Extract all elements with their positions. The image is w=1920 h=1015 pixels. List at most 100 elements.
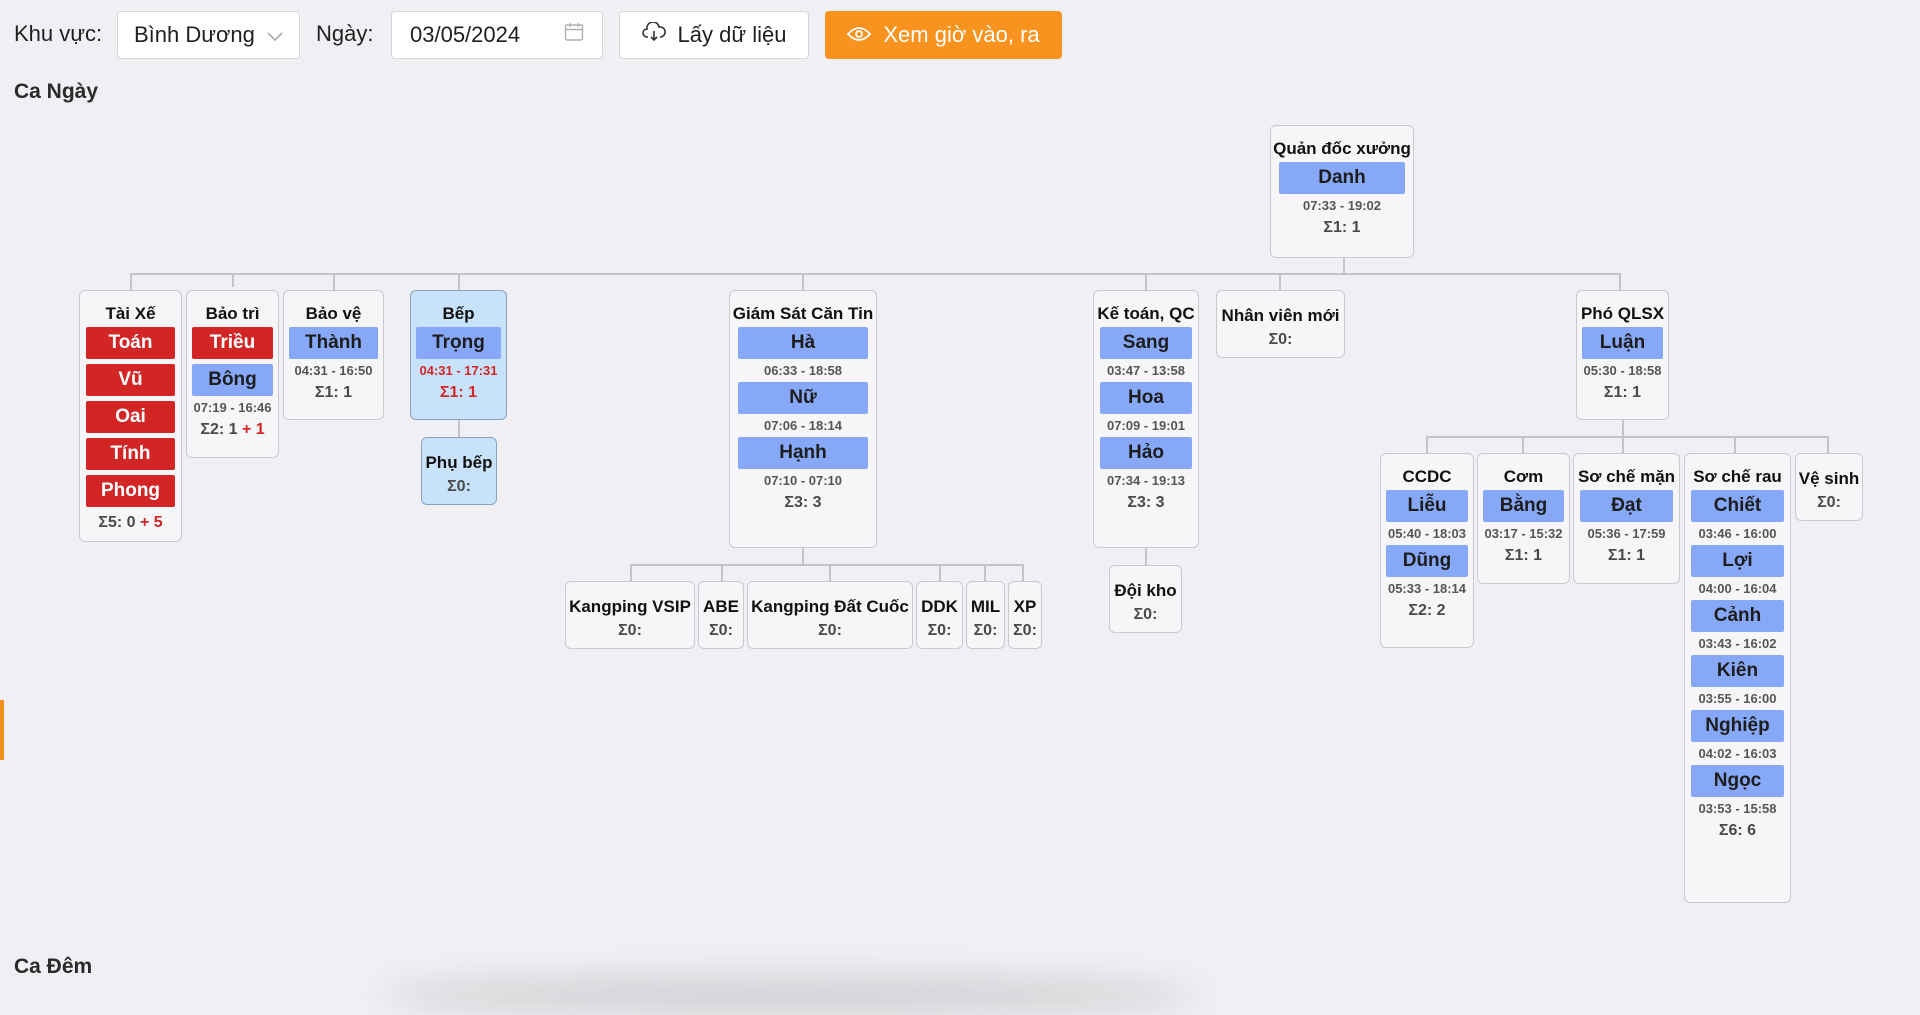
view-in-out-label: Xem giờ vào, ra [883, 22, 1040, 47]
person-button[interactable]: Thành [289, 327, 378, 359]
person-button[interactable]: Luận [1582, 327, 1663, 359]
person-button[interactable]: Chiết [1690, 490, 1785, 522]
person-button[interactable]: Trọng [416, 327, 501, 359]
summary-extra: + 5 [139, 514, 163, 531]
connector-line [1622, 436, 1624, 453]
view-in-out-button[interactable]: Xem giờ vào, ra [825, 11, 1062, 59]
connector-line [1522, 436, 1524, 453]
person-button[interactable]: Ngọc [1690, 765, 1785, 797]
node-com: Cơm Bằng 03:17 - 15:32 Σ1: 1 [1477, 453, 1570, 584]
person-button[interactable]: Vũ [85, 364, 176, 396]
node-summary: Σ0: [1217, 329, 1344, 353]
summary-count: Σ0: [447, 478, 471, 495]
node-bao-ve: Bảo vệ Thành 04:31 - 16:50 Σ1: 1 [283, 290, 384, 420]
person-button[interactable]: Hoa [1099, 382, 1193, 414]
person-button[interactable]: Hạnh [738, 437, 868, 469]
node-title: CCDC [1402, 467, 1452, 486]
person-button[interactable]: Liễu [1386, 490, 1468, 522]
person-button[interactable]: Lợi [1690, 545, 1785, 577]
node-title: Kangping VSIP [569, 597, 691, 616]
connector-line [829, 564, 831, 581]
time-range: 07:34 - 19:13 [1106, 473, 1186, 488]
node-so-che-rau: Sơ chế rau Chiết 03:46 - 16:00 Lợi 04:00… [1684, 453, 1791, 903]
summary-count: Σ2: 2 [1408, 602, 1446, 619]
time-range: 03:55 - 16:00 [1698, 691, 1777, 706]
node-title: Sơ chế mặn [1577, 467, 1676, 486]
connector-line [630, 564, 632, 581]
summary-count: Σ1: 1 [1323, 219, 1361, 236]
time-range: 07:06 - 18:14 [763, 418, 843, 433]
time-range: 06:33 - 18:58 [763, 363, 843, 378]
node-summary: Σ6: 6 [1685, 820, 1790, 844]
day-shift-title: Ca Ngày [14, 80, 99, 103]
person-button[interactable]: Hà [738, 327, 868, 359]
summary-count: Σ1: 1 [1504, 547, 1543, 564]
person-button[interactable]: Dũng [1386, 545, 1468, 577]
node-phu-bep: Phụ bếp Σ0: [421, 437, 497, 505]
node-summary: Σ1: 1 [1577, 382, 1668, 406]
person-button[interactable]: Tính [85, 438, 176, 470]
person-button[interactable]: Nghiệp [1690, 710, 1785, 742]
node-title: Giám Sát Căn Tin [732, 304, 874, 323]
date-picker-value: 03/05/2024 [410, 22, 521, 47]
summary-count: Σ0: [973, 622, 998, 639]
node-title: Tài Xế [105, 304, 156, 323]
connector-line [1145, 547, 1147, 565]
person-button[interactable]: Phong [85, 475, 176, 507]
node-summary: Σ1: 1 [1271, 217, 1413, 241]
connector-line [939, 564, 941, 581]
node-title: MIL [970, 597, 1001, 616]
time-range: 07:09 - 19:01 [1106, 418, 1186, 433]
node-title: Bảo trì [205, 304, 260, 323]
connector-line [333, 273, 335, 290]
time-range: 05:30 - 18:58 [1583, 363, 1662, 378]
summary-count: Σ0: [1817, 494, 1841, 511]
person-button[interactable]: Triều [192, 327, 273, 359]
connector-line [130, 273, 132, 290]
node-ve-sinh: Vệ sinh Σ0: [1795, 453, 1863, 521]
person-button[interactable]: Kiên [1690, 655, 1785, 687]
connector-line [802, 273, 804, 290]
time-range: 07:19 - 16:46 [193, 400, 272, 415]
connector-line [984, 564, 986, 581]
area-select[interactable]: Bình Dương [117, 11, 300, 59]
time-range: 05:36 - 17:59 [1587, 526, 1666, 541]
person-button[interactable]: Bông [192, 364, 273, 396]
person-button[interactable]: Oai [85, 401, 176, 433]
node-summary: Σ0: [1009, 620, 1041, 644]
node-title: Quản đốc xưởng [1273, 139, 1411, 158]
person-button[interactable]: Toán [85, 327, 176, 359]
node-nhan-vien-moi: Nhân viên mới Σ0: [1216, 290, 1345, 358]
time-range: 03:53 - 15:58 [1698, 801, 1777, 816]
person-button[interactable]: Nữ [738, 382, 868, 414]
calendar-icon [564, 22, 584, 48]
night-shift-title: Ca Đêm [14, 955, 93, 978]
person-button[interactable]: Cảnh [1690, 600, 1785, 632]
node-giam-sat-can-tin: Giám Sát Căn Tin Hà 06:33 - 18:58 Nữ 07:… [729, 290, 877, 548]
node-summary: Σ1: 1 [1478, 545, 1569, 569]
time-range: 03:47 - 13:58 [1106, 363, 1186, 378]
fetch-data-button[interactable]: Lấy dữ liệu [619, 11, 809, 59]
connector-line [1426, 436, 1428, 453]
connector-line [1426, 436, 1829, 438]
area-select-value: Bình Dương [134, 22, 255, 47]
node-ccdc: CCDC Liễu 05:40 - 18:03 Dũng 05:33 - 18:… [1380, 453, 1474, 648]
connector-line [1619, 273, 1621, 290]
person-button[interactable]: Hảo [1099, 437, 1193, 469]
node-summary: Σ0: [566, 620, 694, 644]
person-button[interactable]: Đạt [1579, 490, 1674, 522]
node-quan-doc-xuong: Quản đốc xưởng Danh 07:33 - 19:02 Σ1: 1 [1270, 125, 1414, 258]
date-label: Ngày: [316, 21, 374, 46]
person-button[interactable]: Danh [1278, 162, 1406, 194]
summary-count: Σ5: 0 [98, 514, 136, 531]
time-range: 04:31 - 17:31 [419, 363, 498, 378]
node-title: XP [1013, 597, 1037, 616]
date-picker[interactable]: 03/05/2024 [391, 11, 603, 59]
person-button[interactable]: Bằng [1483, 490, 1564, 522]
node-summary: Σ2: 2 [1381, 600, 1473, 624]
summary-count: Σ0: [1268, 331, 1293, 348]
node-summary: Σ2: 1 + 1 [187, 419, 278, 443]
connector-line [1827, 436, 1829, 453]
node-summary: Σ0: [1110, 604, 1181, 628]
person-button[interactable]: Sang [1099, 327, 1193, 359]
